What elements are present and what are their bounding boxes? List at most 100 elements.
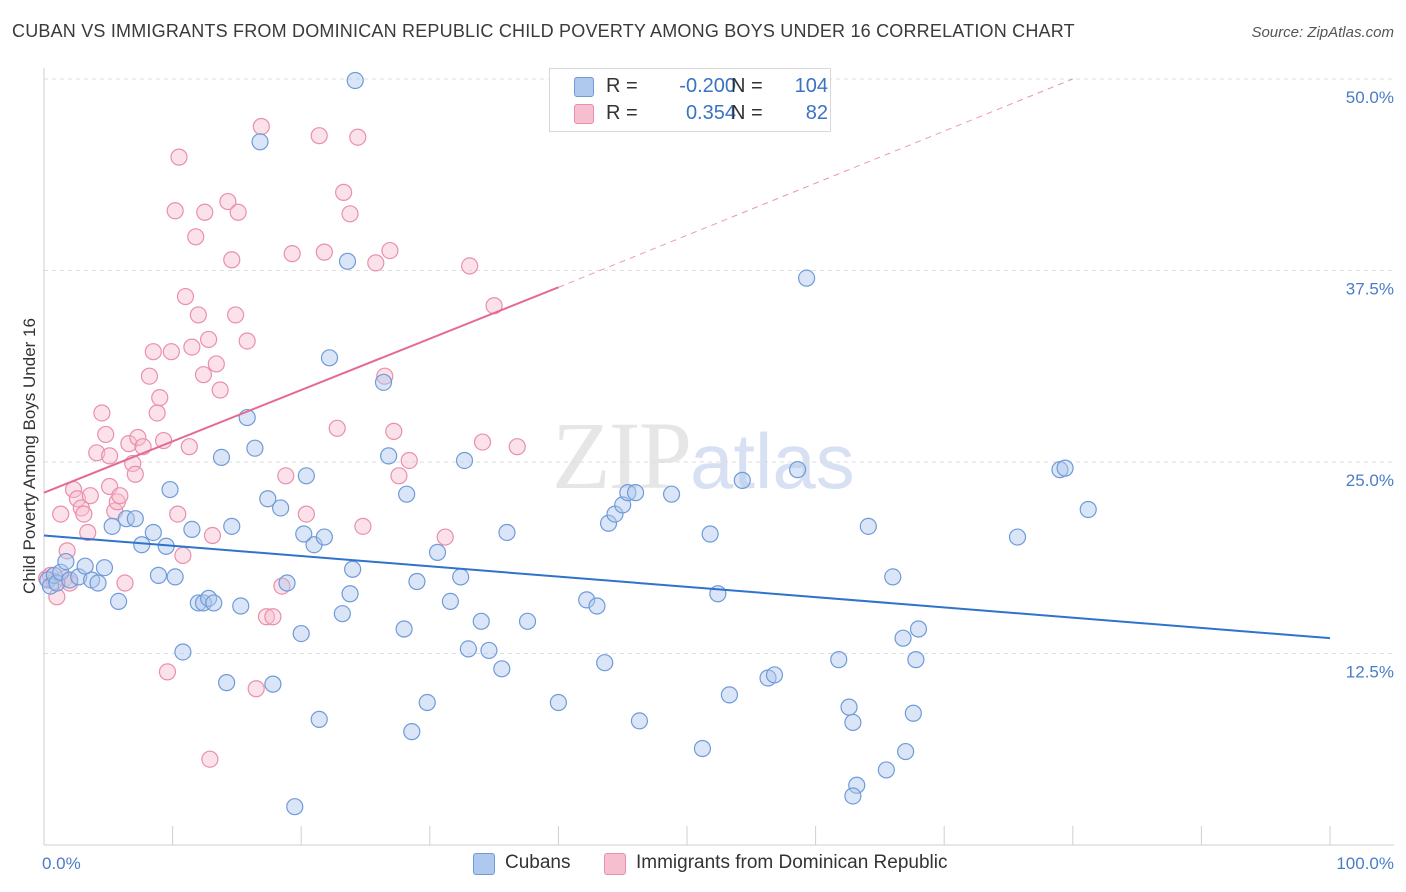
dominican-point — [400, 451, 418, 470]
legend-label-cubans: Cubans — [505, 852, 571, 873]
cuban-point — [428, 543, 447, 561]
cuban-point — [797, 269, 816, 287]
cuban-point — [232, 597, 250, 615]
cuban-point — [472, 612, 490, 630]
cuban-point — [183, 520, 201, 539]
dominican-point — [283, 245, 301, 263]
cuban-point — [259, 490, 277, 508]
cuban-point — [459, 640, 477, 658]
cuban-point — [1079, 500, 1097, 519]
chart-source: Source: ZipAtlas.com — [1251, 24, 1394, 41]
cuban-point — [341, 585, 359, 603]
cuban-point — [149, 566, 168, 584]
dominican-point — [100, 447, 119, 465]
cuban-point — [596, 654, 614, 672]
dominican-point — [183, 338, 201, 356]
dominican-point — [203, 526, 222, 545]
cuban-point — [518, 612, 537, 630]
cuban-point — [480, 641, 498, 660]
legend-r-value: 0.354 — [685, 102, 736, 124]
dominican-point — [194, 366, 213, 384]
axes-layer — [43, 68, 1394, 846]
dominican-point — [162, 343, 180, 361]
grid-layer — [44, 78, 1394, 654]
cuban-point — [859, 517, 877, 535]
cuban-point — [408, 572, 426, 591]
dominican-point — [310, 127, 328, 145]
dominican-point — [227, 306, 245, 324]
x-tick-label-max: 100.0% — [1336, 854, 1394, 873]
dominican-point — [68, 490, 87, 508]
series-legend: Cubans Immigrants from Dominican Republi… — [0, 852, 1406, 878]
watermark: ZIPatlas — [552, 400, 855, 511]
cuban-point — [626, 484, 645, 502]
dominican-point — [207, 355, 225, 373]
cuban-point — [320, 349, 339, 367]
dominican-point — [196, 203, 214, 221]
cuban-point — [630, 712, 649, 730]
cuban-point — [765, 666, 784, 684]
dominican-point — [176, 287, 195, 306]
dominican-point — [328, 419, 346, 437]
cuban-point — [310, 710, 328, 728]
cuban-point — [701, 525, 719, 543]
cuban-point — [70, 568, 88, 586]
dominican-point — [473, 433, 492, 451]
cuban-point — [452, 568, 470, 586]
dominican-point — [170, 148, 188, 166]
dominican-point — [81, 487, 99, 505]
cuban-point — [295, 525, 313, 543]
cuban-point — [441, 592, 459, 611]
x-tick-label-min: 0.0% — [42, 854, 81, 873]
trend-lines — [43, 78, 1331, 640]
dominican-point — [120, 435, 138, 453]
dominican-points — [37, 117, 526, 768]
dominican-point — [75, 505, 93, 523]
cuban-point — [315, 528, 333, 546]
cuban-point — [292, 624, 310, 643]
cuban-point — [223, 517, 241, 535]
dominican-point — [436, 528, 454, 546]
dominican-point — [335, 183, 353, 201]
cuban-trend-line — [43, 534, 1331, 640]
dominican-point — [201, 750, 219, 768]
cuban-point — [297, 467, 315, 485]
cuban-point — [380, 447, 398, 465]
dominican-point — [273, 577, 291, 595]
cuban-point — [549, 693, 568, 712]
y-axis-label: Child Poverty Among Boys Under 16 — [20, 318, 39, 594]
correlation-legend: R = -0.200 N = 104 R = 0.354 N = 82 — [549, 68, 831, 132]
dominican-point — [219, 192, 237, 211]
dominican-point — [461, 257, 479, 275]
cuban-point — [904, 704, 922, 722]
cuban-point — [894, 629, 912, 647]
legend-swatch-pink — [604, 853, 626, 875]
cuban-point — [1056, 459, 1074, 477]
dominican-point — [88, 444, 106, 462]
dominican-point — [154, 431, 173, 450]
dominican-point — [180, 438, 198, 456]
cuban-point — [884, 568, 902, 586]
dominican-point — [229, 203, 247, 221]
dominican-point — [200, 330, 218, 349]
legend-n-value: 82 — [805, 102, 828, 124]
dominican-point — [315, 243, 333, 261]
dominican-point — [381, 241, 399, 260]
cuban-points — [39, 71, 1097, 816]
dominican-point — [93, 404, 111, 422]
cuban-point — [89, 574, 107, 592]
cuban-point — [76, 557, 94, 575]
dominican-point — [264, 608, 282, 626]
dominican-point — [166, 202, 184, 220]
dominican-point — [297, 505, 315, 523]
cuban-point — [103, 517, 121, 535]
cuban-point — [346, 71, 364, 90]
cuban-point — [200, 589, 218, 607]
cuban-point — [161, 480, 179, 499]
cuban-point — [57, 552, 75, 571]
cuban-point — [788, 461, 807, 479]
legend-swatch-blue — [574, 77, 594, 97]
legend-swatch-blue — [473, 853, 495, 875]
dominican-point — [367, 254, 385, 272]
cuban-point — [897, 742, 915, 761]
